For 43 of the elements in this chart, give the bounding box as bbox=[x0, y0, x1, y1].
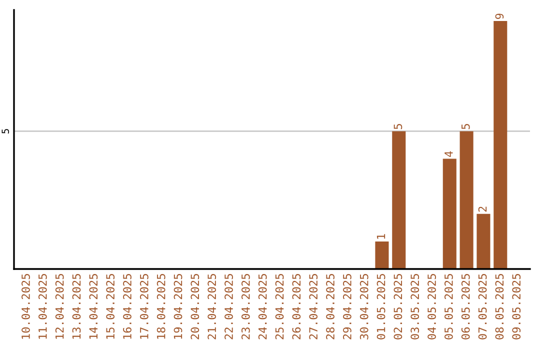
bar bbox=[476, 214, 490, 269]
data-label: 5 bbox=[394, 124, 402, 130]
x-tick-label: 13.04.2025 bbox=[72, 274, 81, 339]
x-tick-label: 03.05.2025 bbox=[410, 274, 420, 340]
x-tick-label: 25.04.2025 bbox=[275, 274, 284, 340]
x-tick-label: 18.04.2025 bbox=[156, 274, 166, 339]
x-tick-label: 15.04.2025 bbox=[106, 274, 115, 339]
x-tick-label: 02.05.2025 bbox=[394, 274, 402, 340]
data-label: 4 bbox=[444, 151, 453, 157]
x-tick-label: 06.05.2025 bbox=[461, 274, 470, 340]
bar bbox=[375, 241, 389, 269]
x-tick-label: 04.05.2025 bbox=[428, 274, 436, 340]
data-label: 5 bbox=[462, 124, 470, 130]
data-label: 2 bbox=[478, 206, 487, 212]
x-tick-label: 21.04.2025 bbox=[208, 274, 216, 340]
x-tick-label: 29.04.2025 bbox=[342, 274, 352, 340]
x-tick-label: 19.04.2025 bbox=[174, 274, 182, 339]
x-tick-label: 05.05.2025 bbox=[444, 274, 453, 340]
x-tick-label: 30.04.2025 bbox=[360, 274, 368, 340]
x-tick-label: 27.04.2025 bbox=[309, 274, 318, 340]
x-tick-label: 17.04.2025 bbox=[140, 274, 148, 339]
x-tick-label: 01.05.2025 bbox=[376, 274, 386, 340]
x-tick-label: 10.04.2025 bbox=[22, 274, 30, 339]
ref-line-label: 5 bbox=[2, 129, 10, 134]
x-tick-label: 22.04.2025 bbox=[224, 274, 233, 340]
x-tick-label: 28.04.2025 bbox=[326, 274, 334, 340]
bar bbox=[442, 158, 456, 269]
x-tick-label: 26.04.2025 bbox=[292, 274, 301, 340]
x-tick-label: 12.04.2025 bbox=[55, 274, 64, 339]
x-tick-label: 14.04.2025 bbox=[89, 274, 98, 339]
x-tick-label: 08.05.2025 bbox=[495, 274, 504, 340]
x-tick-label: 16.04.2025 bbox=[123, 274, 132, 339]
bar bbox=[494, 21, 508, 269]
x-tick-label: 09.05.2025 bbox=[512, 274, 521, 340]
bar bbox=[392, 131, 406, 269]
x-tick-label: 07.05.2025 bbox=[478, 274, 487, 340]
x-tick-label: 23.04.2025 bbox=[241, 274, 250, 340]
bar bbox=[460, 131, 474, 269]
x-tick-label: 11.04.2025 bbox=[38, 274, 47, 339]
data-label: 1 bbox=[376, 234, 386, 239]
x-tick-label: 24.04.2025 bbox=[258, 274, 267, 340]
data-label: 9 bbox=[495, 14, 504, 19]
x-tick-label: 20.04.2025 bbox=[190, 274, 200, 340]
